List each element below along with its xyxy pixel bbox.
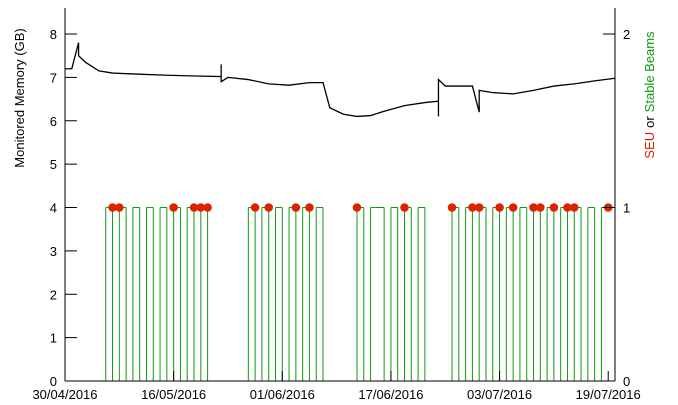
x-tick-label: 30/04/2016 — [32, 387, 97, 402]
y2-axis-title: SEU or Stable Beams — [642, 31, 657, 159]
seu-marker — [447, 203, 457, 212]
seu-marker — [189, 203, 199, 212]
seu-marker — [352, 203, 362, 212]
y-tick-label: 8 — [50, 27, 57, 42]
seu-marker — [549, 203, 559, 212]
y-axis-title: Monitored Memory (GB) — [12, 28, 27, 167]
x-tick-label: 19/07/2016 — [576, 387, 641, 402]
y2-title-part: or — [642, 116, 657, 128]
seu-marker — [115, 203, 124, 212]
x-tick-label: 01/06/2016 — [250, 387, 315, 402]
seu-marker — [474, 203, 484, 212]
seu-marker — [169, 203, 178, 212]
seu-marker — [250, 203, 260, 212]
y-tick-label: 2 — [50, 287, 57, 302]
y-tick-label: 7 — [50, 70, 57, 85]
seu-marker — [529, 203, 538, 212]
seu-marker — [196, 203, 206, 212]
seu-marker — [264, 203, 274, 212]
x-tick-label: 03/07/2016 — [467, 387, 532, 402]
seu-marker — [468, 203, 477, 212]
seu-marker — [400, 203, 409, 212]
y-tick-label: 4 — [50, 201, 57, 216]
x-tick-label: 16/05/2016 — [141, 387, 206, 402]
seu-marker — [291, 203, 301, 212]
y-tick-label: 6 — [50, 114, 57, 129]
x-tick-label: 17/06/2016 — [358, 387, 423, 402]
y-tick-label: 1 — [50, 331, 57, 346]
y2-title-part: SEU — [642, 132, 657, 159]
seu-marker — [563, 203, 572, 212]
y-tick-label: 5 — [50, 157, 57, 172]
y2-tick-label: 0 — [623, 374, 630, 389]
y2-tick-label: 2 — [623, 27, 630, 42]
seu-marker — [305, 203, 314, 212]
seu-marker — [108, 203, 117, 212]
y-tick-label: 0 — [50, 374, 57, 389]
y2-tick-label: 1 — [623, 201, 630, 216]
y-tick-label: 3 — [50, 244, 57, 259]
seu-marker — [569, 203, 579, 212]
seu-marker — [536, 203, 545, 212]
y2-title-part: Stable Beams — [642, 31, 657, 112]
seu-marker — [203, 203, 212, 212]
memory-line — [65, 42, 616, 118]
seu-marker — [495, 203, 504, 212]
seu-marker — [508, 203, 518, 212]
